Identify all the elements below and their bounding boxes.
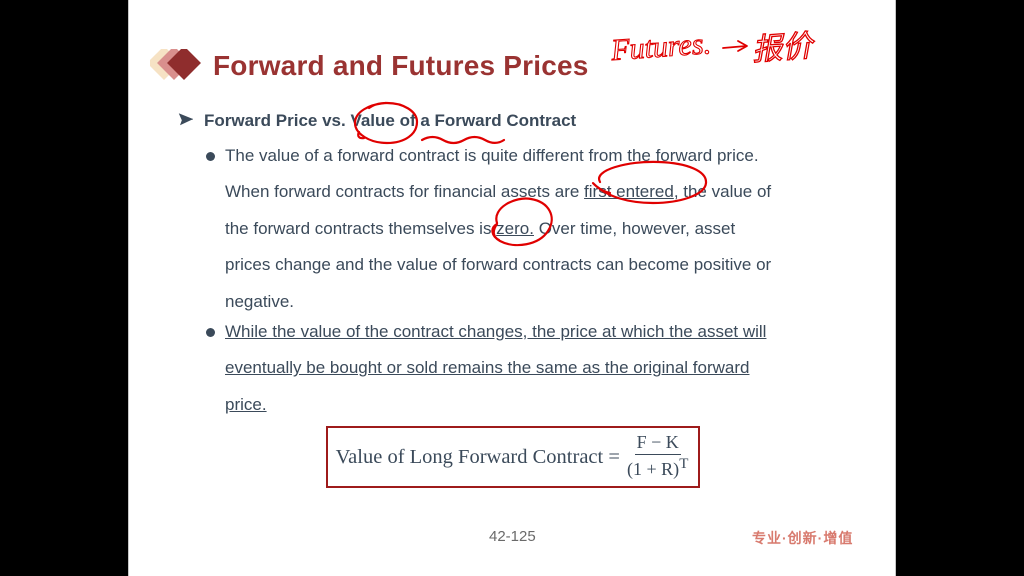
svg-text:报价: 报价	[751, 30, 816, 67]
svg-text:Futures.: Futures.	[609, 27, 712, 67]
